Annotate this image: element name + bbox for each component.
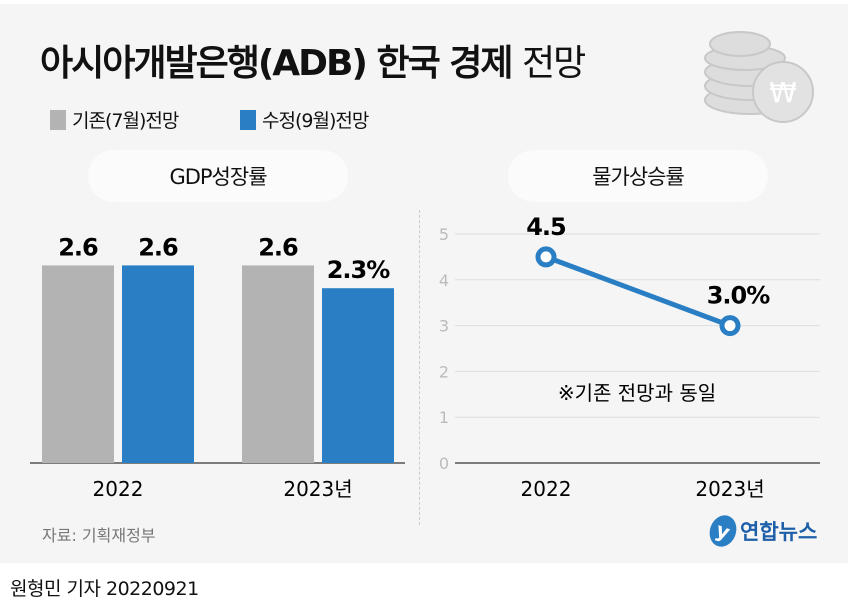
- inflation-chart-title: 물가상승률: [508, 150, 768, 202]
- inflation-data-label: 4.5: [526, 213, 566, 241]
- legend-item-previous: 기존(7월)전망: [50, 106, 179, 133]
- gdp-data-label: 2.6: [258, 233, 298, 261]
- gdp-chart-title: GDP성장률: [88, 150, 348, 202]
- inflation-y-tick: 2: [439, 362, 449, 381]
- byline: 원형민 기자 20220921: [10, 578, 199, 600]
- gdp-data-label: 2.6: [58, 233, 98, 261]
- logo-text: 연합뉴스: [740, 520, 818, 544]
- inflation-x-tick: 2022: [521, 477, 572, 501]
- inflation-y-tick: 0: [439, 454, 449, 473]
- inflation-note: ※기존 전망과 동일: [558, 381, 716, 405]
- gdp-bar: [242, 265, 314, 463]
- legend-swatch-gray: [50, 109, 66, 130]
- legend-item-revised: 수정(9월)전망: [240, 106, 369, 133]
- gdp-x-tick: 2022: [93, 477, 144, 501]
- divider: [419, 210, 420, 525]
- gdp-bar: [322, 288, 394, 463]
- gdp-bar: [122, 265, 194, 463]
- gdp-x-tick: 2023년: [283, 477, 352, 501]
- source-text: 자료: 기획재정부: [42, 526, 156, 545]
- inflation-y-tick: 4: [439, 271, 449, 290]
- inflation-point: [719, 315, 741, 337]
- inflation-data-label: 3.0%: [707, 282, 771, 310]
- gdp-data-label: 2.6: [138, 233, 178, 261]
- page-title: 아시아개발은행(ADB) 한국 경제 전망: [40, 34, 586, 86]
- legend-swatch-blue: [240, 109, 256, 130]
- gdp-data-label: 2.3%: [327, 256, 391, 284]
- inflation-y-tick: 5: [439, 225, 449, 244]
- legend-label: 수정(9월)전망: [262, 110, 369, 132]
- title-light: 전망: [522, 43, 586, 84]
- inflation-y-tick: 3: [439, 317, 449, 336]
- inflation-line: [545, 254, 731, 328]
- yonhap-logo-mark: y: [705, 511, 741, 551]
- inflation-x-tick: 2023년: [695, 477, 764, 501]
- legend-label: 기존(7월)전망: [72, 110, 179, 132]
- yonhap-logo: y 연합뉴스: [705, 511, 818, 551]
- gdp-bar: [42, 265, 114, 463]
- title-bold: 아시아개발은행(ADB) 한국 경제: [40, 43, 513, 84]
- inflation-y-tick: 1: [439, 408, 449, 427]
- inflation-point: [535, 246, 557, 268]
